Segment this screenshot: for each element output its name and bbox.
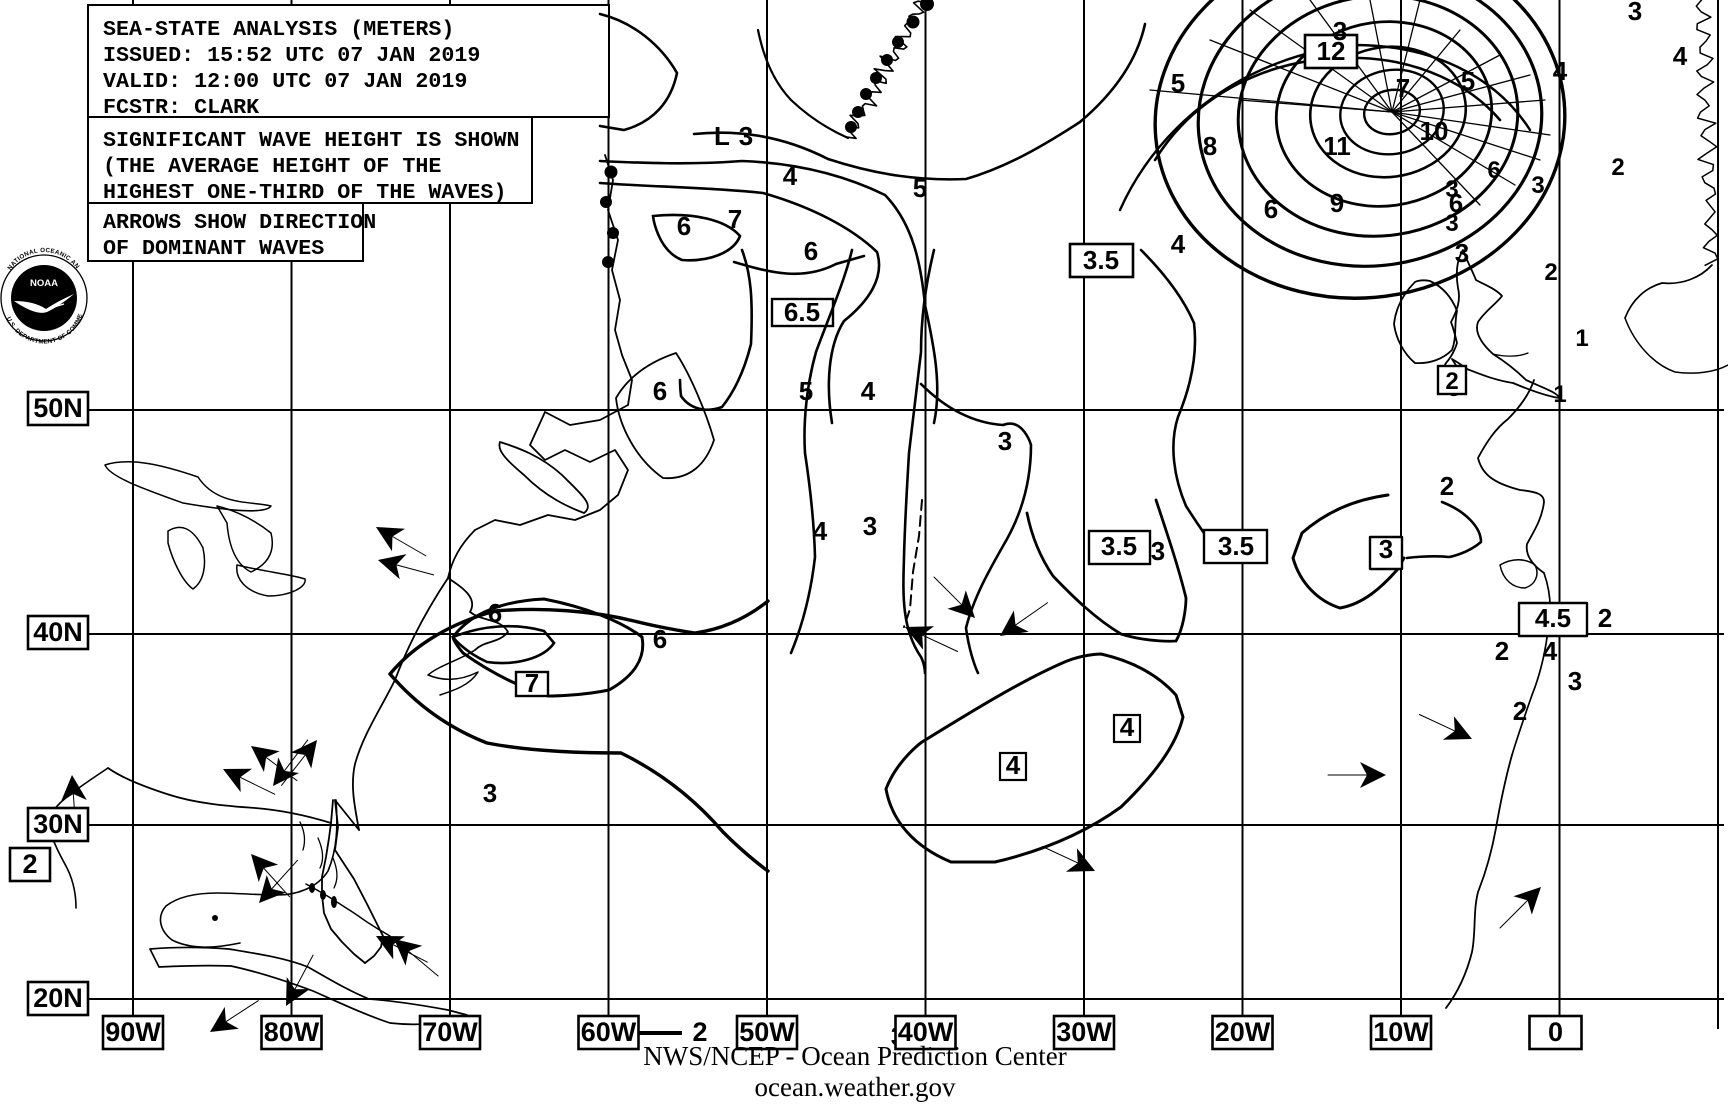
svg-text:2: 2 [1445, 368, 1458, 395]
svg-text:2: 2 [1440, 471, 1454, 501]
svg-text:3: 3 [483, 778, 497, 808]
svg-text:6.5: 6.5 [784, 297, 820, 327]
svg-text:1: 1 [1575, 325, 1588, 352]
svg-text:2: 2 [1544, 259, 1557, 286]
svg-text:0: 0 [1548, 1017, 1563, 1047]
svg-text:90W: 90W [105, 1017, 161, 1047]
svg-text:3: 3 [1151, 536, 1165, 566]
svg-text:4: 4 [861, 376, 876, 406]
svg-text:9: 9 [1330, 188, 1344, 218]
svg-text:6: 6 [677, 211, 691, 241]
svg-text:7: 7 [728, 204, 742, 234]
svg-text:2: 2 [1598, 603, 1612, 633]
svg-text:60W: 60W [581, 1017, 637, 1047]
svg-text:11: 11 [1323, 131, 1351, 161]
svg-text:4: 4 [813, 516, 828, 546]
svg-text:5: 5 [913, 173, 927, 203]
svg-text:ARROWS SHOW DIRECTION: ARROWS SHOW DIRECTION [103, 210, 376, 235]
svg-text:4: 4 [1006, 750, 1021, 780]
svg-text:SEA-STATE ANALYSIS (METERS): SEA-STATE ANALYSIS (METERS) [103, 17, 454, 42]
svg-text:3.5: 3.5 [1218, 531, 1254, 561]
svg-text:80W: 80W [264, 1017, 320, 1047]
svg-text:20W: 20W [1215, 1017, 1271, 1047]
svg-text:4: 4 [1171, 229, 1186, 259]
svg-text:40N: 40N [33, 617, 83, 647]
svg-text:3.5: 3.5 [1101, 531, 1137, 561]
svg-text:12: 12 [1317, 36, 1346, 66]
svg-text:4.5: 4.5 [1535, 603, 1571, 633]
svg-text:8: 8 [1203, 131, 1217, 161]
svg-text:7: 7 [1396, 73, 1410, 103]
svg-text:FCSTR: CLARK: FCSTR: CLARK [103, 95, 260, 120]
svg-text:6: 6 [1487, 157, 1500, 184]
svg-text:ocean.weather.gov: ocean.weather.gov [755, 1072, 956, 1102]
svg-text:5: 5 [799, 376, 813, 406]
svg-text:30N: 30N [33, 809, 83, 839]
svg-text:3: 3 [863, 511, 877, 541]
svg-text:2: 2 [22, 849, 37, 879]
svg-text:3: 3 [1455, 238, 1469, 268]
svg-text:OF DOMINANT WAVES: OF DOMINANT WAVES [103, 236, 324, 261]
svg-text:3: 3 [1628, 0, 1642, 26]
svg-text:5: 5 [1461, 66, 1475, 96]
svg-text:6: 6 [653, 376, 667, 406]
svg-text:HIGHEST ONE-THIRD OF THE WAVES: HIGHEST ONE-THIRD OF THE WAVES) [103, 180, 506, 205]
svg-text:4: 4 [1120, 712, 1135, 742]
svg-text:3.5: 3.5 [1083, 245, 1119, 275]
svg-text:3: 3 [998, 426, 1012, 456]
svg-text:50N: 50N [33, 393, 83, 423]
svg-text:6: 6 [653, 624, 667, 654]
svg-text:5: 5 [1171, 68, 1185, 98]
svg-text:6: 6 [804, 236, 818, 266]
svg-text:6: 6 [1449, 188, 1463, 218]
svg-text:(THE AVERAGE HEIGHT OF THE: (THE AVERAGE HEIGHT OF THE [103, 154, 441, 179]
svg-text:4: 4 [1543, 636, 1558, 666]
svg-text:2: 2 [1495, 636, 1509, 666]
svg-text:20N: 20N [33, 983, 83, 1013]
svg-text:3: 3 [1568, 666, 1582, 696]
svg-text:VALID: 12:00 UTC 07 JAN 2019: VALID: 12:00 UTC 07 JAN 2019 [103, 69, 467, 94]
svg-text:6: 6 [488, 598, 502, 628]
svg-text:10W: 10W [1373, 1017, 1429, 1047]
svg-text:NOAA: NOAA [30, 278, 58, 289]
svg-text:70W: 70W [422, 1017, 478, 1047]
svg-text:6: 6 [1264, 194, 1278, 224]
svg-text:3: 3 [739, 121, 753, 151]
svg-text:2: 2 [1611, 154, 1624, 181]
svg-text:L: L [714, 121, 730, 151]
svg-text:3: 3 [1531, 172, 1544, 199]
svg-text:4: 4 [1673, 41, 1688, 71]
svg-text:1: 1 [1553, 381, 1566, 408]
svg-text:SIGNIFICANT WAVE HEIGHT IS SHO: SIGNIFICANT WAVE HEIGHT IS SHOWN [103, 128, 519, 153]
svg-text:10: 10 [1420, 116, 1449, 146]
svg-text:4: 4 [1553, 56, 1568, 86]
svg-text:2: 2 [1513, 696, 1527, 726]
svg-text:4: 4 [783, 161, 798, 191]
svg-text:3: 3 [1379, 534, 1393, 564]
svg-text:NWS/NCEP - Ocean Prediction Ce: NWS/NCEP - Ocean Prediction Center [643, 1041, 1066, 1071]
svg-text:7: 7 [525, 668, 539, 698]
svg-text:ISSUED: 15:52 UTC 07 JAN 2019: ISSUED: 15:52 UTC 07 JAN 2019 [103, 43, 480, 68]
